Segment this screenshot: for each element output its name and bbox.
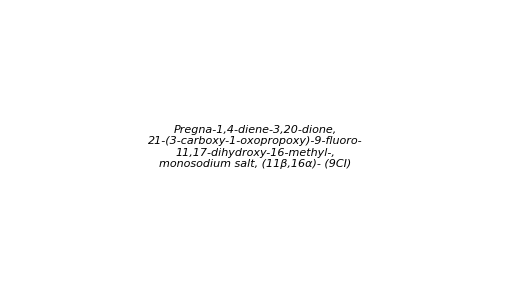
Text: Pregna-1,4-diene-3,20-dione,
21-(3-carboxy-1-oxopropoxy)-9-fluoro-
11,17-dihydro: Pregna-1,4-diene-3,20-dione, 21-(3-carbo…	[148, 125, 363, 169]
